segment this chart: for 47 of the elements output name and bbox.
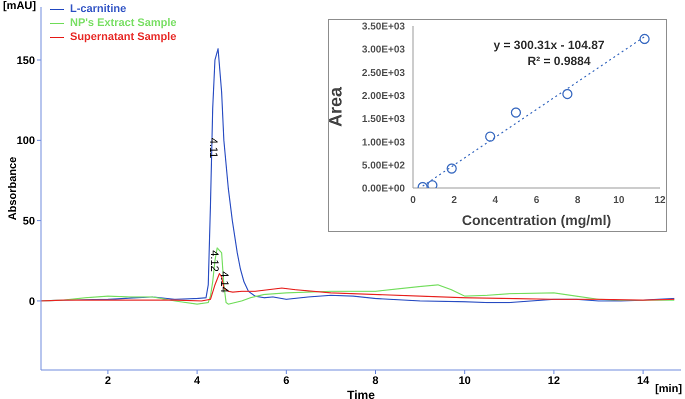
y-tick-label: 5.00E+02 bbox=[362, 160, 406, 172]
legend-label: NP's Extract Sample bbox=[69, 16, 177, 30]
x-axis-title: Concentration (mg/ml) bbox=[462, 212, 612, 228]
annotation: y = 300.31x - 104.87 bbox=[492, 38, 606, 52]
x-tick-label: 12 bbox=[548, 374, 560, 387]
x-tick-label: 10 bbox=[613, 195, 625, 206]
line-series bbox=[41, 273, 675, 302]
legend-label: L-carnitine bbox=[69, 2, 128, 16]
point bbox=[427, 180, 438, 188]
y-tick-label: 150 bbox=[16, 54, 35, 67]
x-tick-label: 14 bbox=[636, 374, 650, 387]
point bbox=[639, 34, 650, 44]
y-tick-label: 0.00E+00 bbox=[362, 184, 406, 195]
y-axis-title: Absorbance bbox=[6, 156, 19, 220]
x-tick-label: 6 bbox=[283, 374, 290, 387]
text: [min] bbox=[655, 383, 682, 395]
x-tick-label: 6 bbox=[534, 195, 540, 206]
annotation: 4.11 bbox=[206, 138, 219, 159]
point bbox=[510, 107, 522, 118]
x-tick-label: 12 bbox=[654, 195, 666, 206]
x-tick-label: 8 bbox=[574, 195, 581, 206]
y-tick-label: 2.00E+03 bbox=[362, 90, 406, 102]
y-tick-label: 50 bbox=[22, 216, 35, 228]
annotation: 4.14 bbox=[218, 270, 230, 292]
point bbox=[562, 88, 573, 100]
x-tick-label: 10 bbox=[458, 374, 471, 387]
y-tick-label: 1.00E+03 bbox=[362, 137, 406, 148]
x-tick-label: 4 bbox=[194, 374, 202, 387]
point bbox=[485, 131, 496, 142]
x-tick-label: 2 bbox=[451, 195, 458, 206]
point bbox=[446, 163, 457, 174]
y-tick-label: 2.50E+03 bbox=[362, 68, 406, 79]
text: [mAU] bbox=[3, 0, 36, 12]
x-tick-label: 4 bbox=[492, 195, 499, 206]
y-tick-label: 0 bbox=[28, 296, 35, 308]
y-tick-label: 3.50E+03 bbox=[362, 22, 406, 33]
x-axis-title: Time bbox=[347, 388, 376, 399]
y-tick-label: 100 bbox=[16, 135, 35, 148]
y-tick-label: 3.00E+03 bbox=[362, 44, 406, 56]
y-tick-label: 1.50E+03 bbox=[362, 114, 406, 126]
x-tick-label: 2 bbox=[104, 374, 111, 387]
legend-label: Supernatant Sample bbox=[69, 30, 177, 44]
x-tick-label: 0 bbox=[410, 195, 416, 206]
annotation: 4.12 bbox=[208, 250, 220, 272]
x-tick-label: 8 bbox=[372, 374, 379, 387]
y-axis-title: Area bbox=[325, 86, 346, 128]
annotation: R² = 0.9884 bbox=[526, 54, 592, 68]
